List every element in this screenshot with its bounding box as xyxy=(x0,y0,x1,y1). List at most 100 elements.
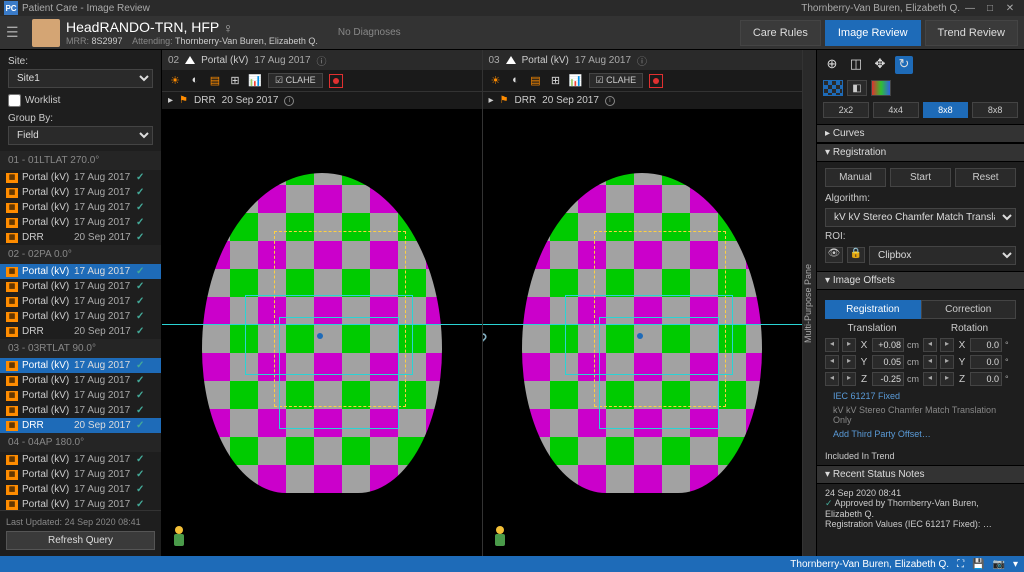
brightness-icon[interactable]: ☀ xyxy=(489,74,503,88)
grid-8x8-button[interactable]: 8x8 xyxy=(923,102,969,118)
decrement-button[interactable]: ◂ xyxy=(923,372,937,386)
worklist-row[interactable]: ▦Portal (kV)17 Aug 2017✓ xyxy=(0,403,161,418)
decrement-button[interactable]: ◂ xyxy=(923,338,937,352)
worklist-list[interactable]: 01 - 01LTLAT 270.0°▦Portal (kV)17 Aug 20… xyxy=(0,151,161,510)
curves-accordion[interactable]: Curves xyxy=(817,124,1024,143)
sub-info-icon[interactable]: i xyxy=(284,96,294,106)
status-chevron-icon[interactable]: ▾ xyxy=(1013,559,1018,570)
worklist-row[interactable]: ▦Portal (kV)17 Aug 2017✓ xyxy=(0,200,161,215)
roi-select[interactable]: Clipbox xyxy=(869,246,1016,265)
grid-8x8-button[interactable]: 8x8 xyxy=(972,102,1018,118)
offset-input[interactable] xyxy=(970,355,1002,369)
algorithm-select[interactable]: kV kV Stereo Chamfer Match Translation O… xyxy=(825,208,1016,227)
play-icon[interactable]: ▸ xyxy=(168,95,173,106)
worklist-group-header[interactable]: 04 - 04AP 180.0° xyxy=(0,433,161,452)
image-canvas[interactable] xyxy=(162,110,482,556)
contrast-icon[interactable]: ◐ xyxy=(509,74,523,88)
histogram-icon[interactable]: ⊞ xyxy=(228,74,242,88)
start-button[interactable]: Start xyxy=(890,168,951,187)
worklist-row[interactable]: ▦Portal (kV)17 Aug 2017✓ xyxy=(0,294,161,309)
blend-mode-button[interactable]: ◧ xyxy=(847,80,867,96)
roi-visibility-icon[interactable]: 👁 xyxy=(825,247,843,263)
increment-button[interactable]: ▸ xyxy=(940,355,954,369)
target-icon[interactable] xyxy=(649,74,663,88)
increment-button[interactable]: ▸ xyxy=(842,355,856,369)
seg-correction[interactable]: Correction xyxy=(921,300,1017,319)
iec-link[interactable]: IEC 61217 Fixed xyxy=(825,389,1016,403)
window-icon[interactable]: ▤ xyxy=(529,74,543,88)
increment-button[interactable]: ▸ xyxy=(940,372,954,386)
manual-button[interactable]: Manual xyxy=(825,168,886,187)
minimize-button[interactable]: — xyxy=(960,3,980,14)
reset-button[interactable]: Reset xyxy=(955,168,1016,187)
clahe-button[interactable]: ☑ CLAHE xyxy=(589,73,644,88)
refresh-button[interactable]: Refresh Query xyxy=(6,531,155,550)
trend-review-button[interactable]: Trend Review xyxy=(925,20,1018,46)
contour[interactable] xyxy=(565,295,733,375)
decrement-button[interactable]: ◂ xyxy=(923,355,937,369)
offset-input[interactable] xyxy=(872,338,904,352)
status-save-icon[interactable]: 💾 xyxy=(972,559,984,570)
status-snapshot-icon[interactable]: 📷 xyxy=(993,559,1005,570)
worklist-row[interactable]: ▦Portal (kV)17 Aug 2017✓ xyxy=(0,264,161,279)
worklist-row[interactable]: ▦DRR20 Sep 2017✓ xyxy=(0,324,161,339)
sub-info-icon[interactable]: i xyxy=(605,96,615,106)
brightness-icon[interactable]: ☀ xyxy=(168,74,182,88)
zoom-icon[interactable]: ⊕ xyxy=(823,56,841,74)
histogram-icon[interactable]: ⊞ xyxy=(549,74,563,88)
flag-icon[interactable]: ⚑ xyxy=(179,95,188,106)
worklist-row[interactable]: ▦Portal (kV)17 Aug 2017✓ xyxy=(0,170,161,185)
increment-button[interactable]: ▸ xyxy=(842,338,856,352)
groupby-select[interactable]: Field xyxy=(8,126,153,145)
worklist-group-header[interactable]: 03 - 03RTLAT 90.0° xyxy=(0,339,161,358)
worklist-row[interactable]: ▦Portal (kV)17 Aug 2017✓ xyxy=(0,497,161,510)
worklist-checkbox[interactable] xyxy=(8,94,21,107)
info-icon[interactable]: ⓘ xyxy=(637,53,647,68)
rotate-icon[interactable]: ↻ xyxy=(895,56,913,74)
viewer-pane[interactable]: 03 Portal (kV) 17 Aug 2017 ⓘ ☀ ◐ ▤ ⊞ 📊 ☑… xyxy=(483,50,804,556)
window-icon[interactable]: ▤ xyxy=(208,74,222,88)
care-rules-button[interactable]: Care Rules xyxy=(740,20,821,46)
worklist-row[interactable]: ▦DRR20 Sep 2017✓ xyxy=(0,230,161,245)
worklist-row[interactable]: ▦Portal (kV)17 Aug 2017✓ xyxy=(0,482,161,497)
decrement-button[interactable]: ◂ xyxy=(825,338,839,352)
target-icon[interactable] xyxy=(329,74,343,88)
play-icon[interactable]: ▸ xyxy=(489,95,494,106)
maximize-button[interactable]: □ xyxy=(980,3,1000,14)
worklist-row[interactable]: ▦Portal (kV)17 Aug 2017✓ xyxy=(0,373,161,388)
flag-icon[interactable]: ⚑ xyxy=(500,95,509,106)
viewer-pane[interactable]: 02 Portal (kV) 17 Aug 2017 ⓘ ☀ ◐ ▤ ⊞ 📊 ☑… xyxy=(162,50,483,556)
chart-icon[interactable]: 📊 xyxy=(569,74,583,88)
clahe-button[interactable]: ☑ CLAHE xyxy=(268,73,323,88)
notes-accordion[interactable]: Recent Status Notes xyxy=(817,465,1024,484)
color-mode-button[interactable] xyxy=(871,80,891,96)
worklist-row[interactable]: ▦Portal (kV)17 Aug 2017✓ xyxy=(0,388,161,403)
contrast-icon[interactable]: ◐ xyxy=(188,74,202,88)
worklist-row[interactable]: ▦Portal (kV)17 Aug 2017✓ xyxy=(0,279,161,294)
offset-input[interactable] xyxy=(970,372,1002,386)
eraser-icon[interactable]: ◫ xyxy=(847,56,865,74)
worklist-group-header[interactable]: 02 - 02PA 0.0° xyxy=(0,245,161,264)
registration-accordion[interactable]: Registration xyxy=(817,143,1024,162)
chart-icon[interactable]: 📊 xyxy=(248,74,262,88)
worklist-row[interactable]: ▦DRR20 Sep 2017✓ xyxy=(0,418,161,433)
menu-icon[interactable]: ☰ xyxy=(6,24,26,41)
worklist-group-header[interactable]: 01 - 01LTLAT 270.0° xyxy=(0,151,161,170)
close-button[interactable]: ✕ xyxy=(1000,3,1020,14)
thirdparty-link[interactable]: Add Third Party Offset… xyxy=(825,427,1016,441)
status-expand-icon[interactable]: ⛶ xyxy=(957,559,964,570)
image-review-button[interactable]: Image Review xyxy=(825,20,921,46)
worklist-row[interactable]: ▦Portal (kV)17 Aug 2017✓ xyxy=(0,467,161,482)
increment-button[interactable]: ▸ xyxy=(940,338,954,352)
offset-input[interactable] xyxy=(970,338,1002,352)
offset-input[interactable] xyxy=(872,355,904,369)
decrement-button[interactable]: ◂ xyxy=(825,355,839,369)
contour[interactable] xyxy=(245,295,413,375)
seg-registration[interactable]: Registration xyxy=(825,300,921,319)
increment-button[interactable]: ▸ xyxy=(842,372,856,386)
info-icon[interactable]: ⓘ xyxy=(317,53,327,68)
offset-input[interactable] xyxy=(872,372,904,386)
offsets-accordion[interactable]: Image Offsets xyxy=(817,271,1024,290)
checker-mode-button[interactable] xyxy=(823,80,843,96)
image-canvas[interactable]: 🔗 xyxy=(483,110,803,556)
